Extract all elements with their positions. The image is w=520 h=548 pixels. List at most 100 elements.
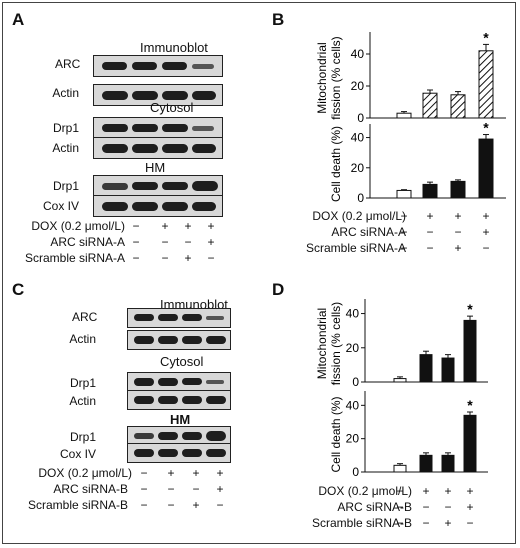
condition-sign: − <box>167 482 175 496</box>
condition-sign: + <box>482 209 490 223</box>
y-tick-label: 40 <box>351 131 365 145</box>
condition-sign: − <box>444 500 452 514</box>
condition-sign: + <box>192 498 200 512</box>
blot-row-label: ARC <box>72 310 98 324</box>
condition-label: Scramble siRNA-A <box>305 241 406 255</box>
condition-sign: − <box>132 219 140 233</box>
hm-title: HM <box>170 412 191 427</box>
y-axis-label: fission (% cells) <box>329 302 343 385</box>
western-blot-strip <box>127 443 231 463</box>
condition-sign: − <box>161 251 169 265</box>
blot-row-label: Drp1 <box>52 179 79 193</box>
significance-asterisk: * <box>483 29 489 45</box>
condition-sign: − <box>466 516 474 530</box>
blot-row-label: Actin <box>52 141 79 155</box>
y-tick-label: 0 <box>352 375 359 389</box>
significance-asterisk: * <box>467 301 473 317</box>
y-axis-label: Cell death (%) <box>329 396 343 472</box>
y-tick-label: 20 <box>351 161 365 175</box>
condition-sign: + <box>216 466 224 480</box>
panel-label-a: A <box>12 10 25 29</box>
y-axis-label: Mitochondrial <box>315 42 329 113</box>
bar <box>441 357 455 383</box>
western-blot-strip <box>127 390 231 410</box>
y-axis-label: fission (% cells) <box>329 36 343 119</box>
condition-sign: + <box>422 484 430 498</box>
condition-sign: + <box>207 219 215 233</box>
condition-sign: + <box>192 466 200 480</box>
condition-label: ARC siRNA-A <box>331 225 406 239</box>
cytosol-title: Cytosol <box>150 100 194 115</box>
blot-row-label: Actin <box>69 394 96 408</box>
blot-row-label: Actin <box>52 86 79 100</box>
bar <box>422 92 438 119</box>
western-blot-strip <box>127 308 231 328</box>
bar <box>393 464 407 473</box>
western-blot-strip <box>93 117 223 139</box>
condition-label: ARC siRNA-A <box>50 235 125 249</box>
condition-label: Scramble siRNA-A <box>24 251 125 265</box>
condition-label: DOX (0.2 μmol/L) <box>318 484 412 498</box>
panel-label-d: D <box>272 280 285 299</box>
condition-sign: − <box>140 466 148 480</box>
condition-label: DOX (0.2 μmol/L) <box>312 209 406 223</box>
bar <box>422 183 438 199</box>
western-blot-strip <box>93 195 223 217</box>
blot-row-label: ARC <box>55 57 81 71</box>
bar <box>450 180 466 199</box>
y-tick-label: 20 <box>346 341 360 355</box>
condition-sign: − <box>192 482 200 496</box>
condition-sign: − <box>140 498 148 512</box>
condition-sign: − <box>207 251 215 265</box>
bar <box>478 50 494 119</box>
panel-label-c: C <box>12 280 25 299</box>
bar <box>396 112 412 119</box>
bar <box>478 138 494 199</box>
hm-title: HM <box>145 160 166 175</box>
y-axis-label: Cell death (%) <box>329 126 343 202</box>
blot-row-label: Drp1 <box>52 121 79 135</box>
bar <box>393 378 407 383</box>
blot-row-label: Cox IV <box>59 447 96 461</box>
condition-sign: + <box>454 209 462 223</box>
blot-row-label: Cox IV <box>42 199 79 213</box>
bar <box>463 414 477 473</box>
condition-sign: + <box>167 466 175 480</box>
condition-sign: − <box>396 516 404 530</box>
y-tick-label: 40 <box>346 307 360 321</box>
bar <box>419 454 433 473</box>
condition-label: DOX (0.2 μmol/L) <box>31 219 125 233</box>
condition-sign: − <box>422 516 430 530</box>
figure-border <box>2 2 516 544</box>
immunoblot-header: Immunoblot <box>140 40 208 55</box>
condition-label: ARC siRNA-B <box>53 482 128 496</box>
bar <box>396 189 412 199</box>
western-blot-strip <box>127 372 231 392</box>
condition-sign: − <box>426 225 434 239</box>
western-blot-strip <box>93 84 223 106</box>
blot-row-label: Drp1 <box>69 376 96 390</box>
condition-sign: + <box>216 482 224 496</box>
y-axis-label: Mitochondrial <box>315 308 329 379</box>
panel-label-b: B <box>272 10 285 29</box>
western-blot-strip <box>127 330 231 350</box>
condition-sign: − <box>396 484 404 498</box>
bar <box>463 319 477 383</box>
y-tick-label: 40 <box>351 47 365 61</box>
western-blot-strip <box>127 426 231 446</box>
y-tick-label: 40 <box>346 398 360 412</box>
condition-sign: + <box>207 235 215 249</box>
y-tick-label: 0 <box>357 111 364 125</box>
condition-sign: + <box>184 251 192 265</box>
y-tick-label: 20 <box>346 432 360 446</box>
bar <box>450 94 466 119</box>
condition-sign: + <box>454 241 462 255</box>
condition-sign: − <box>422 500 430 514</box>
condition-sign: − <box>140 482 148 496</box>
condition-sign: + <box>466 484 474 498</box>
condition-sign: − <box>216 498 224 512</box>
y-tick-label: 20 <box>351 79 365 93</box>
condition-sign: − <box>132 235 140 249</box>
